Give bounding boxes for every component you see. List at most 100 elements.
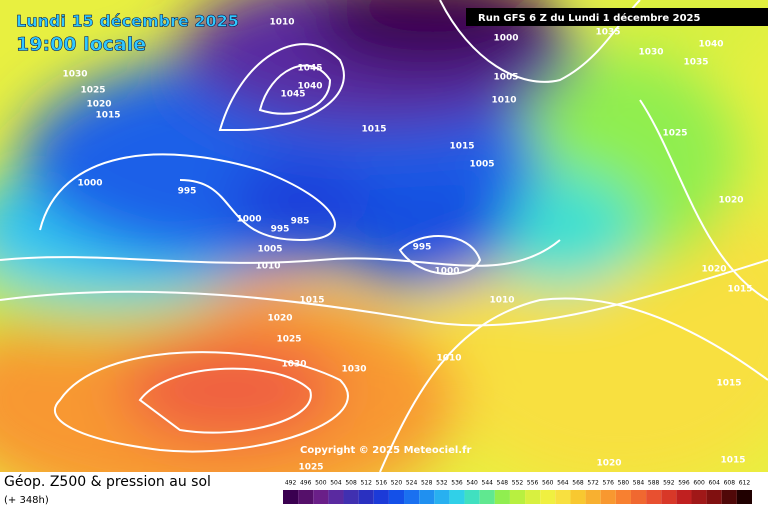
colorbar-swatch: [736, 490, 752, 504]
colorbar-label: 540: [466, 480, 478, 487]
isobar-label: 1020: [718, 196, 743, 206]
isobar-label: 1015: [299, 296, 324, 306]
isobar-label: 1010: [269, 18, 294, 28]
isobar-label: 1005: [257, 245, 282, 255]
colorbar-swatch: [358, 490, 374, 504]
isobar-label: 1045: [297, 64, 322, 74]
isobar-label: 1015: [95, 111, 120, 121]
isobar-label: 1015: [716, 379, 741, 389]
colorbar-label: 600: [693, 480, 705, 487]
isobar-label: 1010: [436, 354, 461, 364]
isobar-label: 995: [413, 243, 432, 253]
isobar-label: 1020: [596, 459, 621, 469]
colorbar-swatch: [691, 490, 707, 504]
colorbar-label: 596: [678, 480, 690, 487]
isobar-label: 1010: [491, 96, 516, 106]
colorbar-label: 516: [376, 480, 388, 487]
colorbar-swatch: [494, 490, 510, 504]
isobar-label: 995: [178, 187, 197, 197]
isobar-label: 1015: [449, 142, 474, 152]
colorbar-swatch: [449, 490, 465, 504]
isobar-label: 1000: [77, 179, 102, 189]
colorbar-label: 572: [587, 480, 599, 487]
isobar-label: 1025: [276, 335, 301, 345]
colorbar-label: 584: [633, 480, 645, 487]
colorbar-swatch: [646, 490, 662, 504]
isobar-label: 1010: [489, 296, 514, 306]
colorbar-label: 496: [300, 480, 312, 487]
colorbar-label: 520: [391, 480, 403, 487]
colorbar-swatch: [509, 490, 526, 504]
colorbar-label: 580: [618, 480, 630, 487]
isobar-label: 1005: [493, 73, 518, 83]
forecast-date: Lundi 15 décembre 2025: [16, 12, 239, 31]
isobar-label: 1010: [255, 262, 280, 272]
isobar-label: 1000: [493, 34, 518, 44]
colorbar-label: 556: [527, 480, 539, 487]
colorbar-label: 604: [708, 480, 720, 487]
colorbar-swatch: [676, 490, 692, 504]
colorbar-label: 536: [451, 480, 463, 487]
colorbar-label: 508: [345, 480, 357, 487]
colorbar-label: 608: [724, 480, 736, 487]
isobar-label: 1005: [469, 160, 494, 170]
copyright: Copyright © 2025 Meteociel.fr: [300, 445, 471, 456]
colorbar-swatch: [313, 490, 329, 504]
isobar-label: 1025: [80, 86, 105, 96]
colorbar-label: 504: [330, 480, 342, 487]
isobar-label: 1000: [236, 215, 261, 225]
colorbar-swatch: [464, 490, 480, 504]
footer-lead: (+ 348h): [4, 495, 49, 506]
isobar-label: 1035: [683, 58, 708, 68]
colorbar-swatch: [283, 490, 299, 504]
colorbar-label: 592: [663, 480, 675, 487]
colorbar-label: 612: [739, 480, 751, 487]
isobar-label: 1035: [595, 28, 620, 38]
isobar-label: 1030: [638, 48, 663, 58]
isobar-label: 1030: [281, 360, 306, 370]
run-banner: [466, 8, 768, 26]
colorbar-swatch: [600, 490, 616, 504]
colorbar-label: 588: [648, 480, 660, 487]
run-info: Run GFS 6 Z du Lundi 1 décembre 2025: [478, 12, 700, 24]
isobar-labels: 1010103510001030102510201015104510401045…: [62, 18, 752, 473]
isobar-label: 1015: [727, 285, 752, 295]
isobars: [0, 0, 768, 472]
isobar-label: 1000: [434, 267, 459, 277]
isobar-label: 1040: [698, 40, 723, 50]
isobar-label: 1025: [298, 463, 323, 473]
colorbar-swatch: [555, 490, 571, 504]
isobar-label: 1020: [267, 314, 292, 324]
colorbar-label: 500: [315, 480, 327, 487]
isobar-label: 1025: [662, 129, 687, 139]
colorbar-label: 560: [542, 480, 554, 487]
colorbar-swatch: [706, 490, 722, 504]
colorbar-swatch: [540, 490, 556, 504]
isobar-label: 1030: [62, 70, 87, 80]
colorbar-label: 568: [572, 480, 584, 487]
isobar-label: 1015: [720, 456, 745, 466]
colorbar-swatch: [585, 490, 601, 504]
colorbar-swatch: [479, 490, 495, 504]
isobar-label: 985: [291, 217, 310, 227]
colorbar-swatch: [328, 490, 344, 504]
isobar-label: 1015: [361, 125, 386, 135]
colorbar-swatch: [661, 490, 677, 504]
colorbar-label: 548: [497, 480, 509, 487]
isobar-label: 995: [271, 225, 290, 235]
isobar-label: 1040: [297, 82, 322, 92]
colorbar-swatch: [525, 490, 541, 504]
colorbar-swatch: [388, 490, 405, 504]
colorbar-label: 512: [360, 480, 372, 487]
footer-title: Géop. Z500 & pression au sol: [4, 474, 211, 490]
isobar-label: 1030: [341, 365, 366, 375]
colorbar-swatch: [373, 490, 389, 504]
colorbar-label: 552: [512, 480, 524, 487]
colorbar-label: 564: [557, 480, 569, 487]
colorbar-swatch: [298, 490, 314, 504]
colorbar-swatch: [404, 490, 420, 504]
colorbar-label: 528: [421, 480, 433, 487]
colorbar-swatch: [343, 490, 359, 504]
